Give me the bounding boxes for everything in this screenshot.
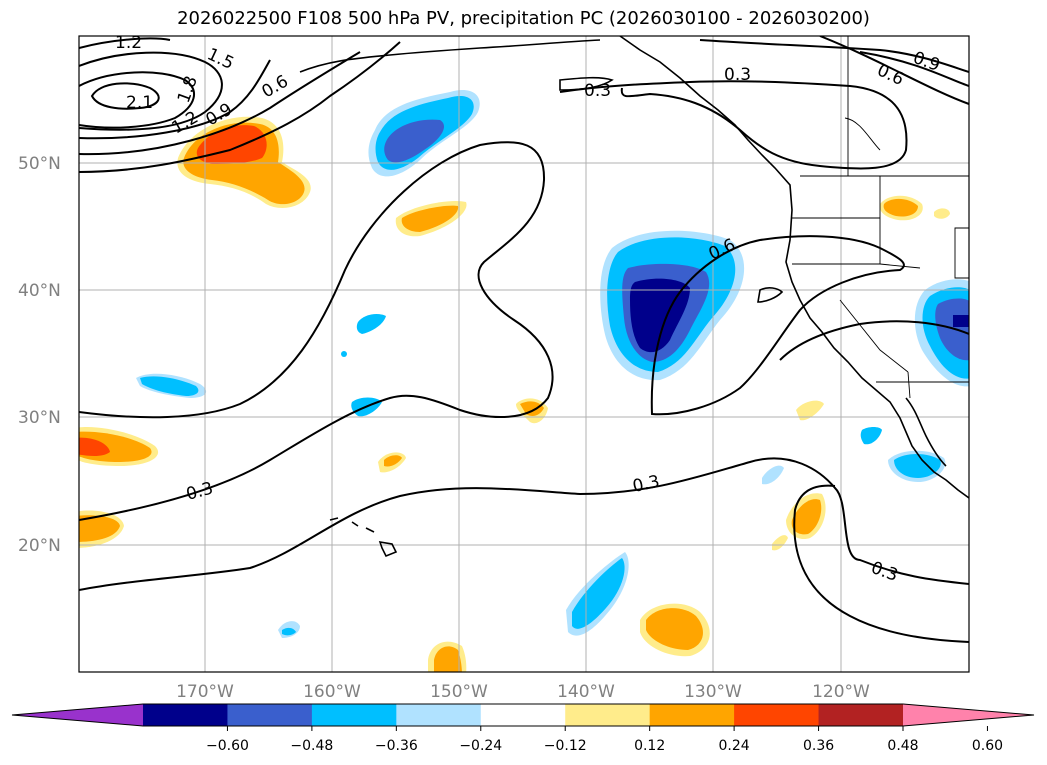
contour-label: 0.3: [584, 81, 611, 101]
colorbar-tick-label: 0.24: [719, 738, 750, 754]
positive-precip-blob: [791, 499, 822, 535]
negative-precip-blob: [356, 314, 386, 334]
lon-label: 160°W: [303, 682, 361, 702]
colorbar-tick-label: −0.24: [459, 738, 502, 754]
positive-precip-blob: [796, 400, 824, 421]
precip-fills: [79, 90, 969, 672]
colorbar-tick-label: −0.48: [290, 738, 333, 754]
lon-label: 150°W: [430, 682, 488, 702]
graticule: [79, 36, 969, 672]
colorbar-extend-low: [12, 704, 143, 726]
lon-label: 130°W: [684, 682, 742, 702]
lat-label: 30°N: [18, 408, 61, 428]
colorbar-segment: [311, 704, 397, 726]
negative-precip-blob: [282, 627, 296, 636]
colorbar-tick-label: 0.48: [887, 738, 918, 754]
colorbar-segment: [818, 704, 904, 726]
colorbar-extend-high: [903, 704, 1034, 726]
negative-precip-blob: [630, 278, 690, 353]
colorbar-segment: [227, 704, 313, 726]
positive-precip-blob: [883, 198, 918, 217]
map-frame: [78, 35, 970, 673]
positive-precip-blob: [646, 608, 703, 650]
contour-label: 0.3: [724, 65, 751, 85]
map-title: 2026022500 F108 500 hPa PV, precipitatio…: [177, 8, 870, 29]
lon-label: 120°W: [812, 682, 870, 702]
positive-precip-blob: [384, 455, 402, 467]
lon-label: 170°W: [176, 682, 234, 702]
positive-precip-blob: [934, 208, 950, 219]
longitude-labels: 170°W 160°W 150°W 140°W 130°W 120°W: [176, 682, 870, 702]
positive-precip-blob: [79, 437, 110, 456]
positive-precip-blob: [434, 646, 462, 672]
colorbar-outline: [11, 703, 1035, 727]
political-borders: [792, 36, 969, 399]
negative-precip-blob: [860, 427, 882, 445]
colorbar-segment: [396, 704, 482, 726]
contour-label: 1.2: [115, 33, 142, 53]
colorbar-segment: [734, 704, 820, 726]
lat-label: 50°N: [18, 154, 61, 174]
negative-precip-blob: [935, 298, 969, 361]
negative-precip-blob: [572, 558, 625, 629]
colorbar-segment: [649, 704, 735, 726]
colorbar-tick-label: 0.36: [803, 738, 834, 754]
colorbar-segment: [480, 704, 566, 726]
colorbar: −0.60 −0.48 −0.36 −0.24 −0.12 0.12 0.24 0.36 0.4…: [11, 703, 1035, 754]
colorbar-tick-label: −0.60: [206, 738, 249, 754]
positive-precip-blob: [772, 535, 788, 551]
negative-precip-blob: [140, 376, 199, 396]
negative-precip-blob: [894, 454, 941, 478]
positive-precip-blob: [79, 515, 120, 542]
colorbar-segment: [143, 704, 228, 726]
latitude-labels: 50°N 40°N 30°N 20°N: [18, 154, 61, 556]
contour-label: 2.1: [126, 93, 153, 113]
negative-precip-blob: [384, 119, 445, 163]
lat-label: 40°N: [18, 281, 61, 301]
negative-precip-blob: [762, 465, 784, 485]
lat-label: 20°N: [18, 536, 61, 556]
lon-label: 140°W: [557, 682, 615, 702]
colorbar-tick-label: −0.12: [544, 738, 587, 754]
map-panel: 1.2 1.5 2.1 1.8 1.2 0.9 0.6 0.3 0.3 0.9 …: [79, 33, 969, 672]
positive-precip-blob: [401, 205, 459, 232]
colorbar-tick-label: 0.60: [972, 738, 1003, 754]
colorbar-tick-label: −0.36: [375, 738, 418, 754]
pv-contours: [79, 36, 969, 643]
colorbar-segment: [565, 704, 651, 726]
colorbar-tick-label: 0.12: [634, 738, 665, 754]
